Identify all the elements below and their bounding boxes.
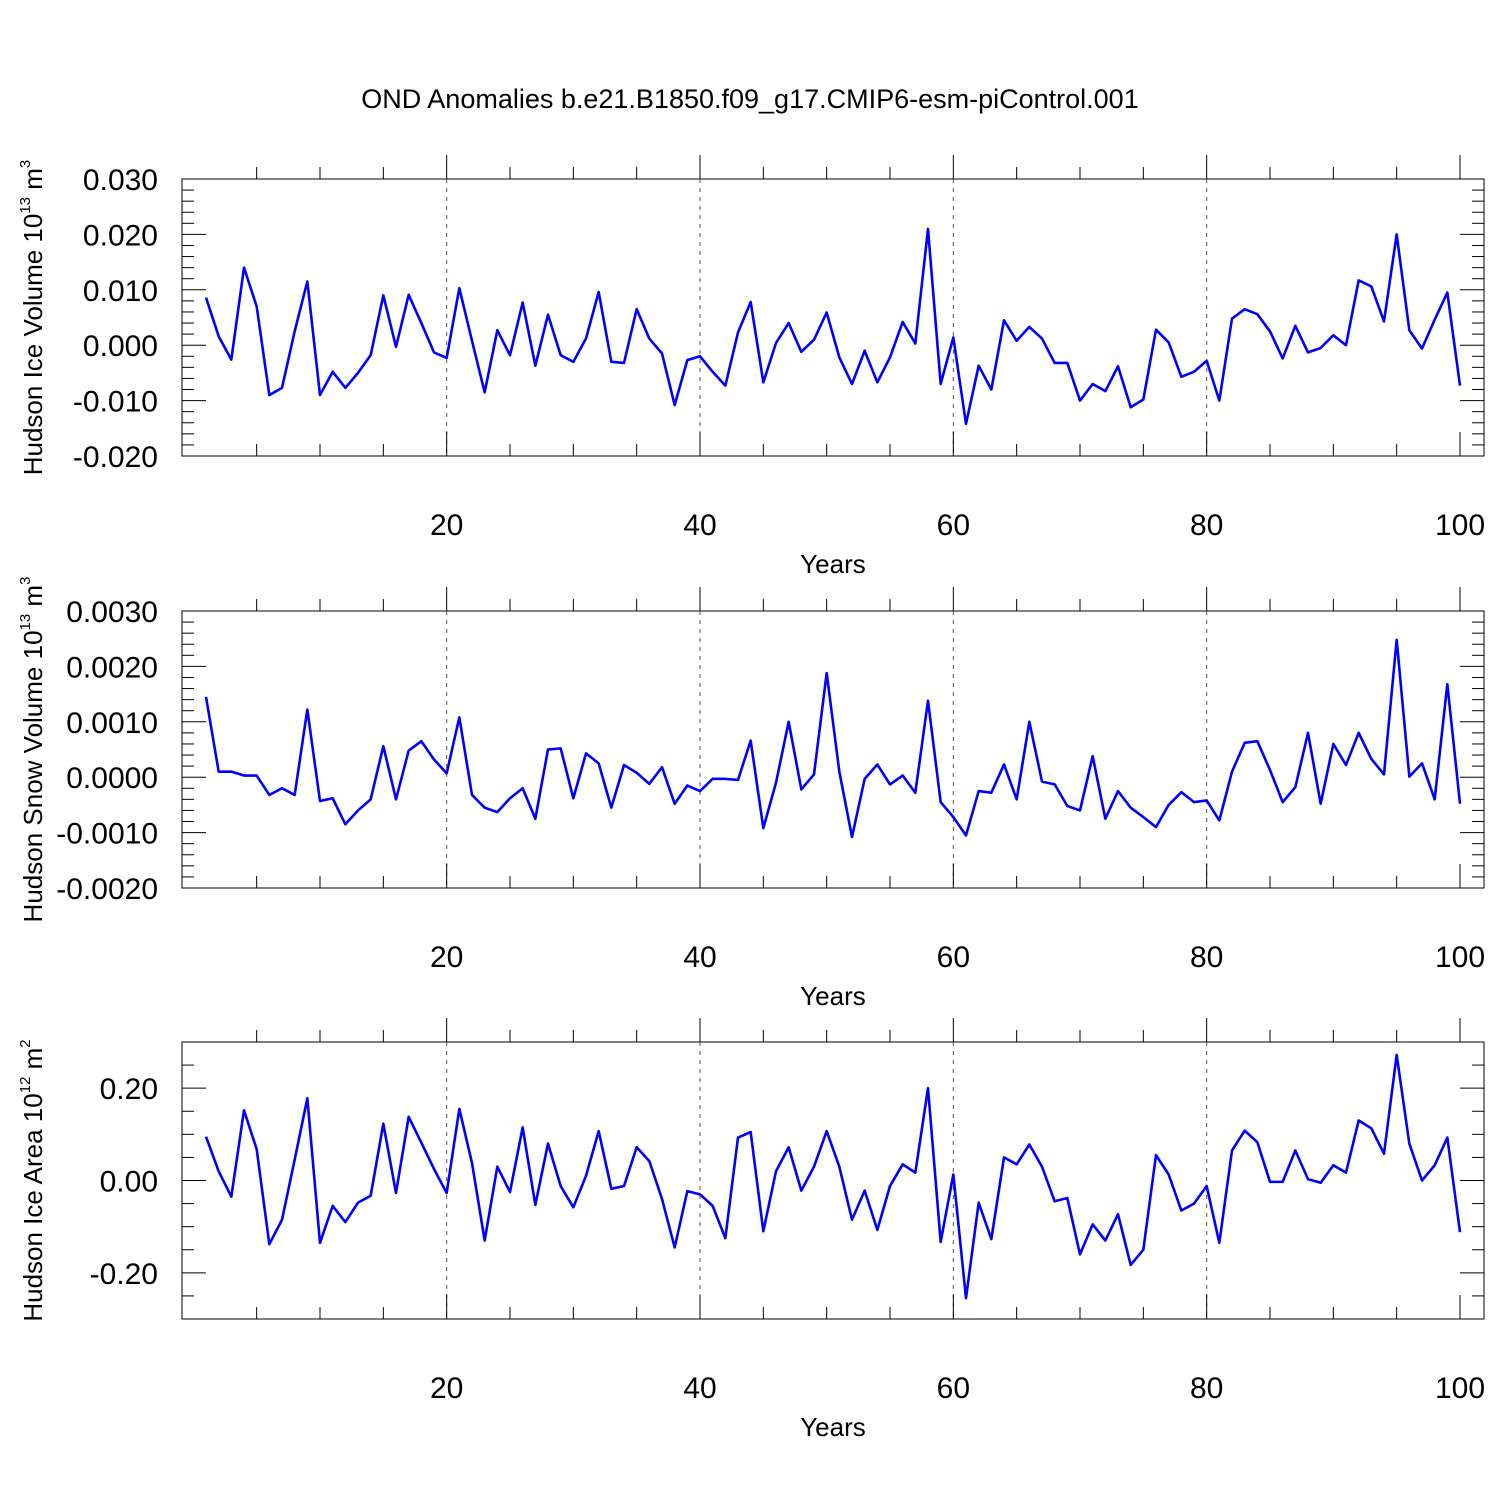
y-tick-label: 0.00 (100, 1166, 158, 1199)
y-tick-label: 0.0000 (66, 762, 158, 795)
y-axis-label-ylabel-unit-sup: 2 (17, 1039, 34, 1047)
y-axis-label-ylabel-sup: 13 (17, 614, 34, 631)
y-axis-label-ylabel-unit: m (18, 168, 48, 197)
y-tick-label: -0.010 (73, 386, 158, 419)
x-axis-label: Years (800, 981, 866, 1011)
y-tick-label: 0.0030 (66, 596, 158, 629)
y-axis-label-ylabel-main: Hudson Ice Area 10 (18, 1093, 48, 1321)
x-axis-label: Years (800, 549, 866, 579)
y-axis-label-ylabel-sup: 12 (17, 1077, 34, 1094)
x-tick-label: 40 (683, 509, 716, 542)
y-tick-label: -0.0020 (56, 873, 158, 906)
x-tick-label: 80 (1190, 941, 1223, 974)
y-axis-label: Hudson Ice Volume 1013 m3 (17, 160, 48, 476)
x-tick-label: 60 (937, 941, 970, 974)
y-axis-label: Hudson Snow Volume 1013 m3 (17, 577, 48, 923)
x-tick-label: 100 (1435, 509, 1485, 542)
y-tick-label: -0.0010 (56, 818, 158, 851)
y-axis-label-ylabel-unit-sup: 3 (17, 577, 34, 585)
x-tick-label: 60 (937, 509, 970, 542)
x-tick-label: 80 (1190, 509, 1223, 542)
y-axis-label-ylabel-unit: m (18, 1048, 48, 1077)
x-tick-label: 40 (683, 941, 716, 974)
y-tick-label: 0.010 (83, 275, 158, 308)
y-tick-label: 0.030 (83, 164, 158, 197)
plot-frame (181, 1041, 1485, 1320)
y-axis-label: Hudson Ice Area 1012 m2 (17, 1039, 48, 1321)
panel-snow-volume: 20 40 60 80 100 -0.0020 -0.0010 0.0000 0.0010 0.0… (17, 577, 1485, 1011)
y-axis-label-ylabel-unit-sup: 3 (17, 160, 34, 168)
snow-volume-series-line (204, 638, 1462, 839)
y-tick-label: 0.020 (83, 219, 158, 252)
x-axis-label: Years (800, 1412, 866, 1442)
x-tick-label: 20 (430, 941, 463, 974)
x-tick-label: 100 (1435, 1372, 1485, 1405)
y-tick-label: -0.20 (90, 1258, 158, 1291)
y-axis-label-ylabel-unit: m (18, 585, 48, 614)
x-tick-label: 60 (937, 1372, 970, 1405)
x-tick-label: 20 (430, 509, 463, 542)
panel-ice-area: 20 40 60 80 100 -0.20 0.00 0.20 Years Hudson Ice … (17, 1018, 1485, 1442)
x-tick-label: 100 (1435, 941, 1485, 974)
panel-ice-volume: 20 40 60 80 100 -0.020 -0.010 0.000 0.010 0.020 0.… (17, 155, 1485, 579)
y-axis-label-ylabel-sup: 13 (17, 197, 34, 214)
plot-frame (181, 178, 1485, 457)
x-tick-label: 40 (683, 1372, 716, 1405)
y-tick-label: 0.0010 (66, 707, 158, 740)
figure-title: OND Anomalies b.e21.B1850.f09_g17.CMIP6-… (361, 84, 1138, 114)
y-axis-label-ylabel-main: Hudson Snow Volume 10 (18, 630, 48, 922)
panels: 20 40 60 80 100 -0.020 -0.010 0.000 0.010 0.020 0.… (17, 155, 1485, 1442)
y-tick-label: 0.20 (100, 1073, 158, 1106)
x-tick-label: 80 (1190, 1372, 1223, 1405)
x-tick-label: 20 (430, 1372, 463, 1405)
y-tick-label: -0.020 (73, 441, 158, 474)
y-tick-label: 0.0020 (66, 651, 158, 684)
y-axis-label-ylabel-main: Hudson Ice Volume 10 (18, 214, 48, 476)
plot-frame (181, 610, 1485, 889)
ice-area-series-line (204, 1053, 1462, 1300)
y-tick-label: 0.000 (83, 330, 158, 363)
ice-volume-series-line (204, 227, 1462, 426)
